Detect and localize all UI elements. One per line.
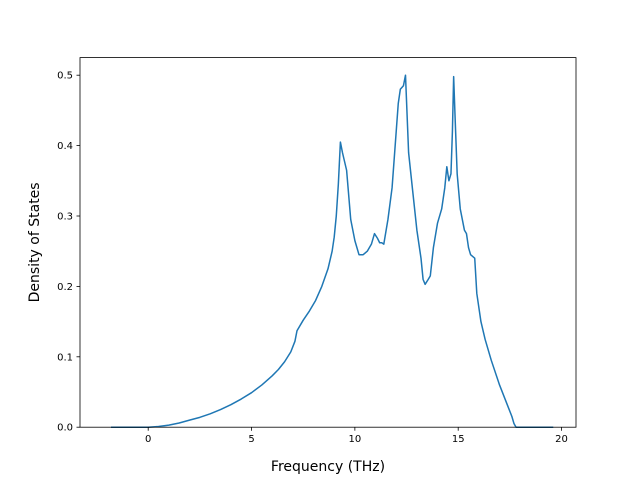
- series-layer: [111, 74, 554, 428]
- y-tick-label: 0.1: [57, 352, 73, 363]
- x-tick-label: 0: [145, 434, 151, 445]
- x-tick-label: 15: [452, 434, 465, 445]
- x-tick-label: 20: [555, 434, 568, 445]
- x-axis-label: Frequency (THz): [271, 459, 385, 475]
- dos-series-line-0: [111, 74, 554, 428]
- y-tick-label: 0.3: [57, 212, 73, 223]
- y-tick-label: 0.4: [57, 141, 73, 152]
- plot-frame: [79, 57, 577, 428]
- x-axis-ticks: 0 5 10 15 20: [145, 427, 568, 445]
- y-axis-label: Density of States: [27, 182, 43, 302]
- x-tick-label: 5: [248, 434, 254, 445]
- y-tick-label: 0.0: [57, 423, 73, 434]
- y-tick-label: 0.5: [57, 71, 73, 82]
- x-tick-label: 10: [348, 434, 361, 445]
- y-axis-ticks: 0.0 0.1 0.2 0.3 0.4 0.5: [57, 71, 80, 434]
- y-tick-label: 0.2: [57, 282, 73, 293]
